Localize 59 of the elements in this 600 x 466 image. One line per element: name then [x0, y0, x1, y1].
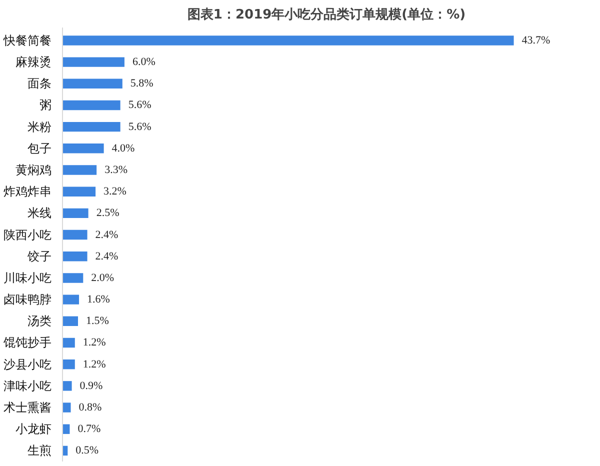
y-tick-label: 沙县小吃: [4, 357, 52, 372]
y-tick-label: 快餐简餐: [2, 33, 52, 48]
chart-title: 图表1：2019年小吃分品类订单规模(单位：%): [187, 6, 466, 22]
data-label: 2.4%: [95, 228, 118, 241]
data-label: 1.6%: [87, 294, 110, 306]
data-label: 4.0%: [112, 142, 135, 154]
data-label: 0.8%: [78, 402, 102, 414]
bar: [62, 186, 96, 196]
bar: [62, 36, 514, 46]
bar: [62, 338, 75, 348]
bar: [62, 230, 88, 240]
bar: [62, 402, 71, 412]
data-label: 0.5%: [76, 444, 99, 457]
bar: [62, 273, 84, 283]
bar: [62, 144, 104, 154]
bar: [62, 122, 120, 132]
y-tick-label: 馄饨抄手: [2, 336, 52, 350]
y-tick-label: 包子: [28, 141, 52, 156]
y-tick-label: 饺子: [26, 249, 52, 264]
y-tick-label: 小龙虾: [16, 422, 52, 436]
y-tick-label: 面条: [28, 76, 52, 91]
bar: [62, 294, 80, 304]
bar: [62, 78, 122, 88]
bar: [62, 316, 78, 326]
bar: [62, 359, 75, 370]
data-label: 2.4%: [95, 250, 118, 262]
data-label: 5.6%: [128, 120, 152, 133]
y-tick-label: 米粉: [28, 120, 52, 134]
y-tick-label: 津味小吃: [4, 378, 52, 393]
data-label: 1.2%: [82, 358, 106, 370]
y-tick-label: 术士熏酱: [4, 400, 52, 415]
data-label: 5.6%: [128, 99, 152, 112]
data-label: 5.8%: [130, 78, 154, 90]
data-label: 0.9%: [80, 380, 103, 392]
data-label: 43.7%: [522, 34, 550, 46]
data-label: 1.5%: [86, 315, 109, 328]
data-label: 1.2%: [82, 336, 106, 349]
y-tick-label: 炸鸡炸串: [4, 184, 52, 199]
y-tick-label: 粥: [40, 98, 52, 112]
y-tick-label: 麻辣烫: [16, 55, 52, 70]
bar: [62, 208, 88, 218]
bar: [62, 381, 72, 391]
y-tick-label: 生煎: [28, 444, 52, 458]
y-tick-label: 黄焖鸡: [16, 163, 52, 178]
data-label: 2.0%: [91, 272, 114, 284]
data-label: 2.5%: [96, 207, 120, 220]
bar: [62, 252, 88, 262]
data-label: 3.2%: [104, 186, 126, 198]
y-tick-label: 米线: [28, 206, 52, 220]
y-tick-label: 汤类: [28, 314, 52, 328]
y-tick-label: 川味小吃: [4, 270, 52, 285]
data-label: 6.0%: [132, 56, 156, 68]
y-tick-label: 卤味鸭脖: [4, 292, 52, 307]
bar: [62, 57, 124, 67]
bar: [62, 100, 120, 110]
data-label: 3.3%: [104, 164, 128, 176]
data-label: 0.7%: [78, 423, 101, 436]
bar: [62, 165, 97, 175]
y-tick-label: 陕西小吃: [4, 228, 52, 242]
